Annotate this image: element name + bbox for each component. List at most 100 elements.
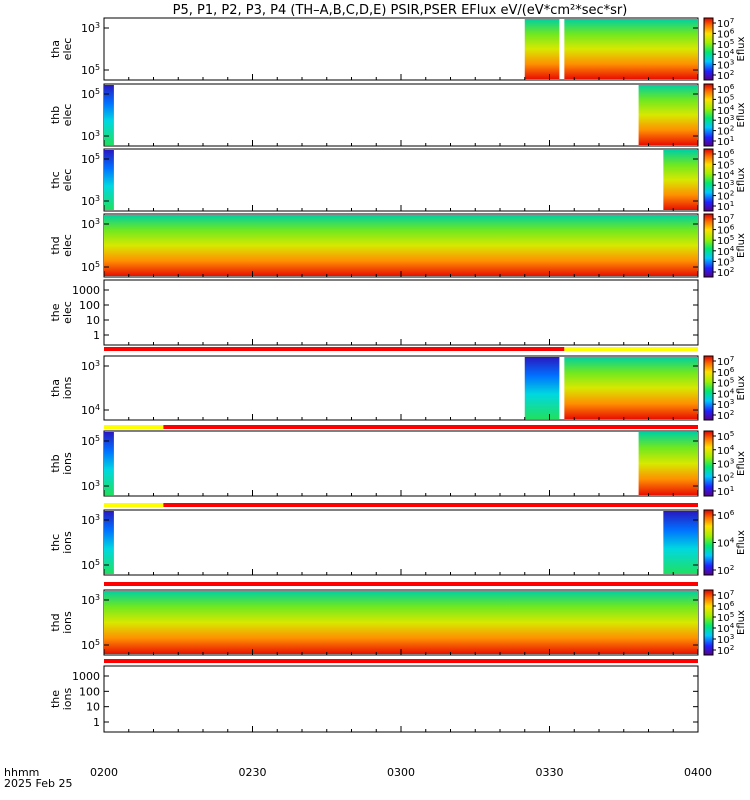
panel-label-probe: thb [49,454,62,472]
colorbar-tick-label: 105 [717,233,734,247]
colorbar-tick-label: 104 [717,621,735,635]
colorbar [703,213,714,278]
colorbar [703,83,714,147]
spectrogram-block [524,19,560,79]
colorbar-tick-label: 106 [717,26,735,40]
x-tick-label: 0300 [387,766,415,779]
colorbar-tick-label: 103 [717,58,734,72]
colorbar [703,589,714,656]
spectrogram-block [663,150,698,210]
mode-bar-segment [104,503,164,507]
panel-label-species: ions [61,611,74,634]
y-tick-label: 10 [86,314,100,327]
figure-title: P5, P1, P2, P3, P4 (TH–A,B,C,D,E) PSIR,P… [173,3,628,18]
colorbar-label: Eflux [736,167,747,192]
panel-the-elec: the elec 1000 100 10 1 [49,279,699,346]
y-tick-label: 103 [81,593,100,607]
panel-label-species: elec [61,234,74,257]
y-tick-label: 105 [81,434,100,448]
colorbar-tick-label: 106 [717,147,735,161]
y-tick-label: 103 [81,359,100,373]
panel-label-species: ions [61,687,74,710]
y-tick-label: 100 [79,685,100,698]
colorbar-tick-label: 102 [717,408,734,422]
panel-label-probe: tha [49,40,62,58]
spectrogram-block [564,19,698,79]
colorbar-tick-label: 104 [717,443,735,457]
colorbar-tick-label: 102 [717,265,734,279]
mode-bar-segment [104,582,698,586]
spectrogram-block [564,357,698,419]
panel-label-probe: thb [49,106,62,124]
y-tick-label: 100 [79,299,100,312]
colorbar-label: Eflux [736,375,747,400]
colorbar [703,430,714,497]
spectrogram-block [104,511,114,574]
panel-label-probe: the [49,303,62,321]
colorbar-tick-label: 104 [717,244,735,258]
colorbar-label: Eflux [736,530,747,555]
colorbar-tick-label: 104 [717,103,735,117]
spectrogram-block [104,85,114,145]
panel-frame [103,430,699,497]
y-tick-label: 103 [81,129,100,143]
panel-label-probe: thc [49,534,62,551]
panel-label-species: elec [61,38,74,61]
colorbar-tick-label: 103 [717,113,734,127]
panel-label-probe: thd [49,613,62,631]
panel-label-species: elec [61,301,74,324]
colorbar-tick-label: 105 [717,376,734,390]
panel-frame [103,279,699,346]
colorbar-tick-label: 104 [717,47,735,61]
y-tick-label: 103 [81,479,100,493]
y-tick-label: 105 [81,638,100,652]
colorbar-tick-label: 106 [717,599,735,613]
colorbar-label: Eflux [736,610,747,635]
mode-bar-segment [104,659,698,663]
y-tick-label: 105 [81,63,100,77]
spectrogram-block [663,511,698,574]
mode-bar-segment [104,425,164,429]
colorbar-tick-label: 105 [717,610,734,624]
panel-frame [103,509,699,576]
colorbar-tick-label: 105 [717,429,734,443]
colorbar-tick-label: 103 [717,254,734,268]
colorbar-tick-label: 102 [717,643,734,657]
colorbar-tick-label: 105 [717,37,734,51]
spectrogram-block [104,591,698,654]
panel-label-probe: the [49,690,62,708]
panel-frame [103,665,699,733]
y-tick-label: 103 [81,513,100,527]
colorbar-tick-label: 106 [717,365,735,379]
spectrogram-block [638,432,698,495]
panel-label-species: ions [61,531,74,554]
colorbar-tick-label: 106 [717,508,735,522]
y-tick-label: 10 [86,701,100,714]
colorbar-tick-label: 104 [717,386,735,400]
colorbar-tick-label: 103 [717,457,734,471]
y-tick-label: 104 [81,403,100,417]
panel-frame [103,148,699,212]
colorbar [703,17,714,81]
mode-bar-segment [163,425,698,429]
y-tick-label: 105 [81,260,100,274]
colorbar-label: Eflux [736,36,747,61]
colorbar-tick-label: 102 [717,124,734,138]
colorbar-label: Eflux [736,451,747,476]
colorbar-tick-label: 107 [717,212,734,226]
time-axis-date: 2025 Feb 25 [4,777,72,790]
colorbar-tick-label: 101 [717,134,734,148]
y-tick-label: 1000 [72,284,100,297]
colorbar-tick-label: 101 [717,199,734,213]
x-tick-label: 0230 [239,766,267,779]
spectrogram-block [104,150,114,210]
panel-label-probe: thd [49,236,62,254]
colorbar-tick-label: 102 [717,189,734,203]
